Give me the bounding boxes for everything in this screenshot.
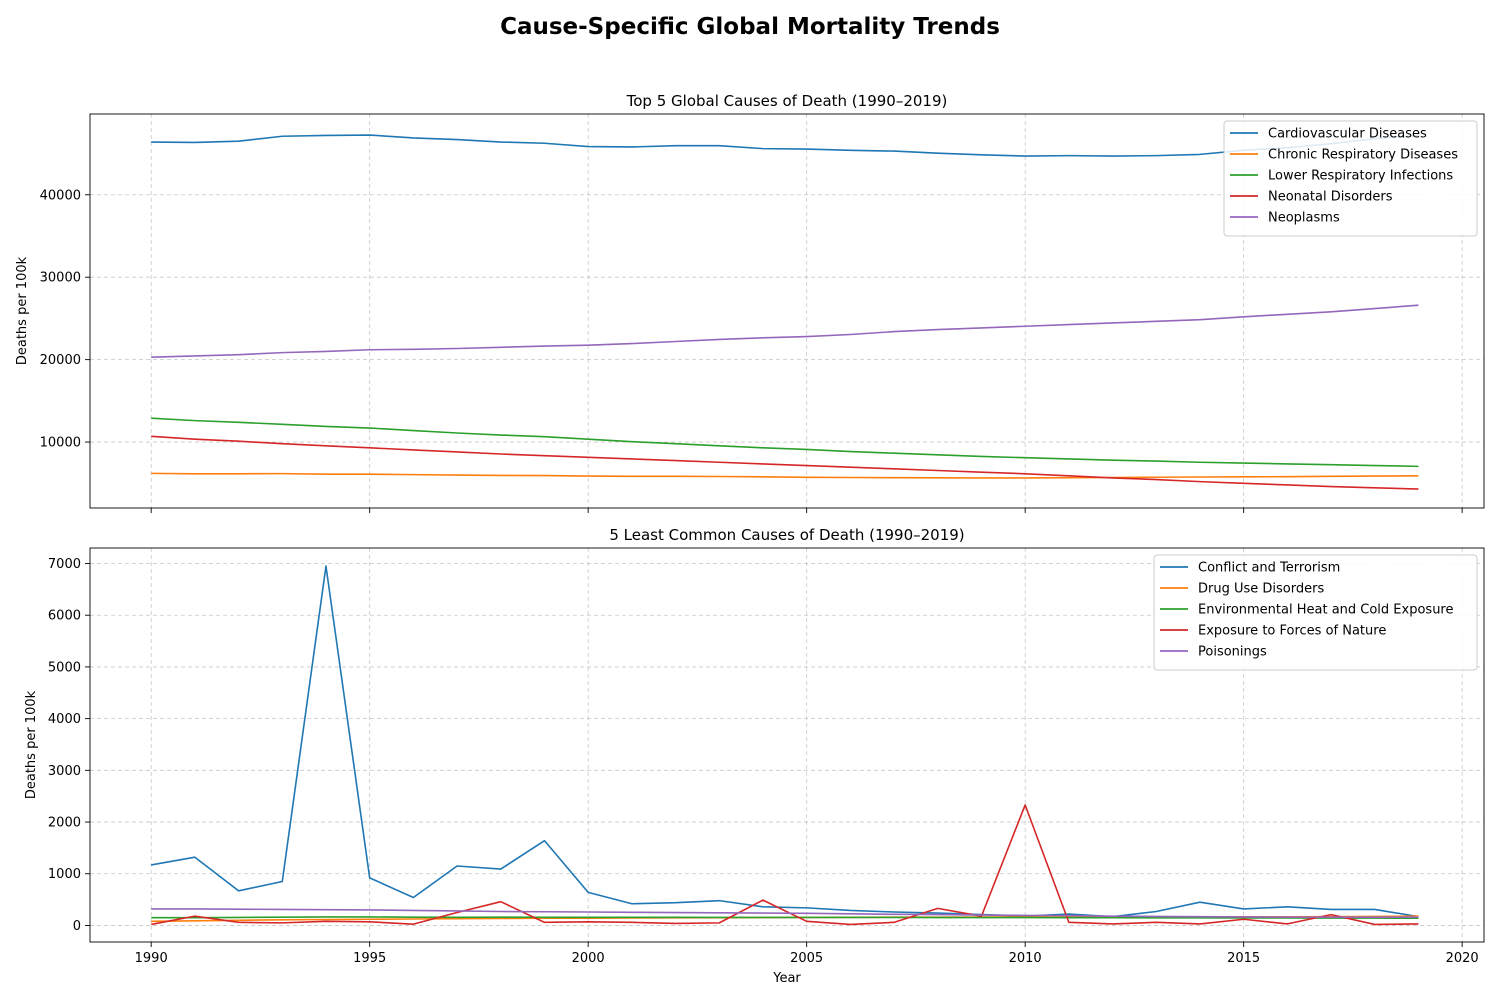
legend-label-conflict-and-terrorism: Conflict and Terrorism [1198,561,1340,576]
series-line-exposure-to-forces-of-nature [151,804,1419,926]
series-line-lower-respiratory-infections [151,417,1419,468]
y-tick-label: 4000 [48,712,81,727]
series-line-poisonings [151,908,1419,918]
plot-frame [89,547,1485,943]
figure-title: Cause-Specific Global Mortality Trends [500,14,1000,40]
y-tick-label: 7000 [48,557,81,572]
legend-box [1223,120,1478,237]
legend: Cardiovascular Diseases Chronic Respirato… [1223,120,1478,237]
y-tick-label: 20000 [40,353,81,368]
legend-label-neonatal-disorders: Neonatal Disorders [1268,190,1393,205]
x-tick-label: 2005 [790,951,823,966]
panel-title: Top 5 Global Causes of Death (1990–2019) [626,92,948,110]
series-line-neonatal-disorders [151,435,1419,490]
x-tick-label: 2020 [1446,951,1479,966]
least-common-causes-panel: 1990 1995 2000 2005 2010 2015 2020 0 1000 2000 300… [24,526,1485,986]
legend-label-drug-use-disorders: Drug Use Disorders [1198,582,1324,597]
x-axis-label: Year [772,971,801,986]
y-tick-label: 40000 [40,188,81,203]
y-tick-label: 3000 [48,764,81,779]
legend-label-cardiovascular-diseases: Cardiovascular Diseases [1268,127,1427,142]
y-tick-label: 10000 [40,436,81,451]
y-axis-label: Deaths per 100k [24,690,39,799]
legend-label-chronic-respiratory-diseases: Chronic Respiratory Diseases [1268,148,1458,163]
legend: Conflict and Terrorism Drug Use Disorders… [1153,554,1478,671]
series-line-chronic-respiratory-diseases [151,472,1419,479]
legend-label-neoplasms: Neoplasms [1268,211,1340,226]
x-tick-label: 2000 [572,951,605,966]
plot-frame [89,113,1485,509]
top-causes-panel: 10000 20000 30000 40000 Top 5 Global Causes … [15,92,1485,513]
series-line-cardiovascular-diseases [151,134,1419,157]
legend-label-poisonings: Poisonings [1198,645,1267,660]
series-line-environmental-heat-and-cold-exposure [151,916,1419,920]
x-tick-label: 1990 [135,951,168,966]
y-tick-label: 0 [73,919,81,934]
x-tick-label: 2015 [1227,951,1260,966]
legend-box [1153,554,1478,671]
legend-label-lower-respiratory-infections: Lower Respiratory Infections [1268,169,1453,184]
legend-label-exposure-to-forces-of-nature: Exposure to Forces of Nature [1198,624,1386,639]
panel-title: 5 Least Common Causes of Death (1990–201… [609,526,964,544]
y-tick-label: 6000 [48,609,81,624]
x-tick-label: 2010 [1009,951,1042,966]
series-line-neoplasms [151,304,1419,358]
y-tick-label: 1000 [48,867,81,882]
legend-label-environmental-heat-and-cold-exposure: Environmental Heat and Cold Exposure [1198,603,1454,618]
series-line-conflict-and-terrorism [151,565,1419,918]
y-tick-label: 5000 [48,660,81,675]
y-tick-label: 2000 [48,816,81,831]
y-tick-label: 30000 [40,271,81,286]
y-axis-label: Deaths per 100k [15,256,30,365]
x-tick-label: 1995 [353,951,386,966]
